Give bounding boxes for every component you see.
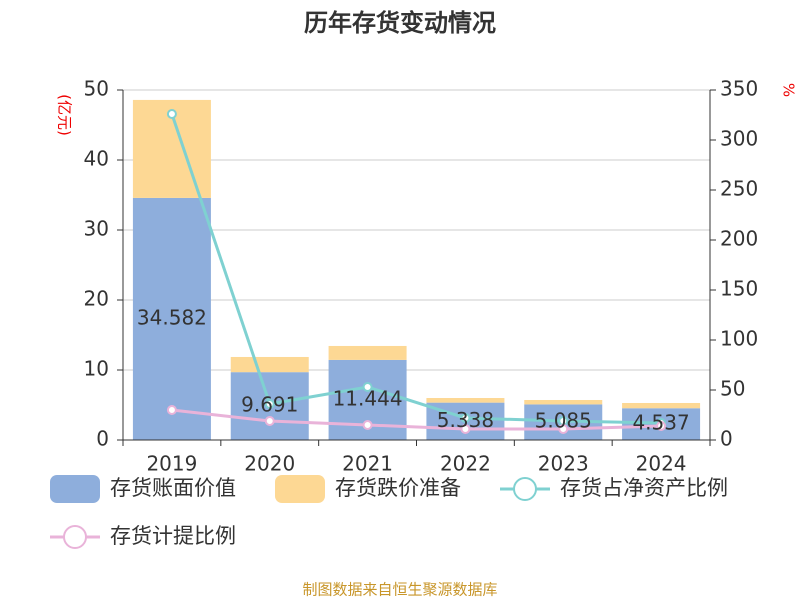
legend-swatch — [50, 475, 100, 503]
data-label: 34.582 — [137, 305, 207, 329]
legend-marker — [63, 525, 87, 549]
y-tick-label: 10 — [84, 357, 109, 381]
line-point — [460, 424, 471, 434]
y2-tick-label: 350 — [720, 77, 758, 101]
data-label: 11.444 — [333, 386, 403, 410]
data-label: 4.537 — [632, 411, 689, 435]
y2-tick-label: 300 — [720, 127, 758, 151]
y2-tick-label: 100 — [720, 327, 758, 351]
line-point — [264, 399, 275, 409]
data-label: 5.338 — [437, 408, 494, 432]
line — [171, 408, 662, 431]
y-tick-label: 0 — [96, 427, 109, 451]
line-point — [460, 413, 471, 423]
x-tick-label: 2020 — [244, 452, 295, 476]
data-label: 9.691 — [241, 393, 298, 417]
line-point — [558, 424, 569, 434]
line-point — [166, 405, 177, 415]
x-tick-label: 2023 — [538, 452, 589, 476]
y2-tick-label: 200 — [720, 227, 758, 251]
line — [170, 113, 662, 425]
line-point — [362, 382, 373, 392]
x-tick-label: 2019 — [146, 452, 197, 476]
x-tick-label: 2022 — [440, 452, 491, 476]
legend-label: 存货占净资产比例 — [560, 476, 728, 500]
bar — [622, 402, 701, 409]
y2-axis-label: % — [780, 83, 798, 97]
y-tick-label: 40 — [84, 147, 109, 171]
bar — [132, 197, 211, 440]
bar — [426, 398, 505, 403]
y2-tick-label: 50 — [720, 377, 745, 401]
line-point — [264, 416, 275, 426]
line-point — [362, 420, 373, 430]
legend-label: 存货计提比例 — [110, 524, 236, 548]
y-axis-label: (亿元) — [56, 94, 74, 136]
x-tick-label: 2021 — [342, 452, 393, 476]
legend-marker — [513, 477, 537, 501]
y-tick-label: 20 — [84, 287, 109, 311]
bar — [524, 399, 603, 405]
y-tick-label: 50 — [84, 77, 109, 101]
legend-swatch — [275, 475, 325, 503]
chart-title: 历年存货变动情况 — [304, 9, 496, 37]
y2-tick-label: 150 — [720, 277, 758, 301]
legend-label: 存货跌价准备 — [335, 476, 461, 500]
x-tick-label: 2024 — [636, 452, 687, 476]
y2-tick-label: 0 — [720, 427, 733, 451]
y-tick-label: 30 — [84, 217, 109, 241]
line-point — [166, 109, 177, 119]
source-note: 制图数据来自恒生聚源数据库 — [302, 581, 497, 599]
y2-tick-label: 250 — [720, 177, 758, 201]
line-point — [656, 421, 667, 431]
data-label: 5.085 — [535, 409, 592, 433]
bar — [230, 356, 309, 373]
legend-label: 存货账面价值 — [110, 476, 236, 500]
bar — [328, 345, 407, 360]
